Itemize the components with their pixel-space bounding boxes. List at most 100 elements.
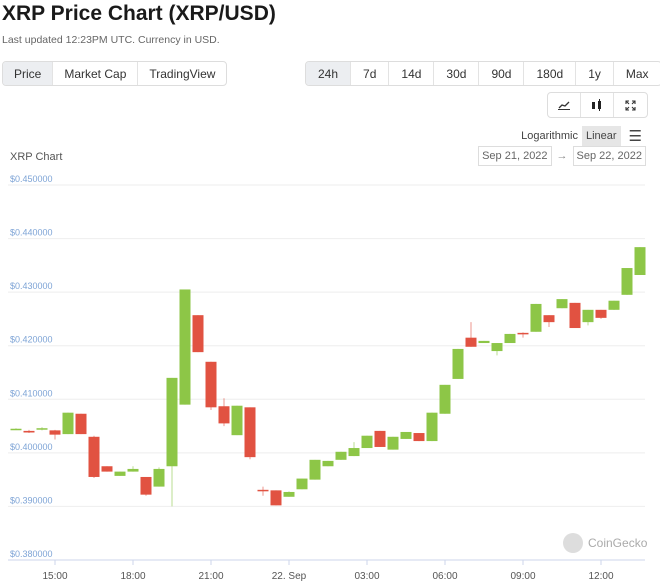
candle-body [569,302,581,329]
candle-body [530,303,542,332]
logarithmic-button[interactable]: Logarithmic [521,130,578,142]
candle-body [439,384,451,414]
x-tick-label: 09:00 [510,571,535,582]
chart-label: XRP Chart [10,151,63,163]
date-from-input[interactable]: Sep 21, 2022 [478,146,552,166]
y-tick-label: $0.380000 [10,549,53,559]
line-chart-button[interactable] [548,93,581,117]
candle-body [595,309,607,318]
range-14d[interactable]: 14d [389,62,435,85]
candle-body [504,333,516,344]
candle-body [387,436,399,450]
candle-body [309,459,321,480]
candle-body [205,361,217,408]
range-90d[interactable]: 90d [479,62,525,85]
tab-market-cap[interactable]: Market Cap [53,62,139,85]
candlestick-icon [592,99,601,111]
y-tick-label: $0.450000 [10,174,53,184]
range-1y[interactable]: 1y [576,62,614,85]
candle-body [465,337,477,347]
candle-body [413,433,425,442]
candle-body [478,340,490,344]
candle-body [140,476,152,495]
candle-body [348,448,360,457]
candle-body [75,413,87,435]
candlestick-button[interactable] [581,93,614,117]
candle-body [491,343,503,352]
x-tick-label: 03:00 [354,571,379,582]
candle-body [153,468,165,487]
candle-body [322,460,334,467]
last-updated-text: Last updated 12:23PM UTC. Currency in US… [2,34,220,46]
y-tick-label: $0.390000 [10,495,53,505]
fullscreen-button[interactable] [614,93,647,117]
candle-body [23,430,35,433]
coingecko-watermark: CoinGecko [563,533,648,553]
candlestick-chart: $0.380000 $0.390000 $0.400000 $0.410000 $0.4… [8,174,648,582]
linear-button[interactable]: Linear [581,126,621,146]
candle-body [62,412,74,435]
view-tabs: Price Market Cap TradingView [2,61,228,86]
x-tick-label: 12:00 [588,571,613,582]
candle-body [335,451,347,460]
range-max[interactable]: Max [625,66,649,81]
candle-body [452,348,464,379]
range-30d[interactable]: 30d [434,62,480,85]
y-tick-label: $0.430000 [10,281,53,291]
coingecko-logo-icon [563,533,583,553]
candle-body [400,431,412,439]
candle-body [88,436,100,477]
candle-body [166,377,178,467]
y-tick-label: $0.410000 [10,388,53,398]
range-24h[interactable]: 24h [306,62,352,85]
candle-body [361,435,373,449]
watermark-text: CoinGecko [588,536,648,550]
candle-body [192,315,204,353]
candle-body [10,428,22,431]
candle-body [218,406,230,424]
tab-price[interactable]: Price [3,62,54,85]
chart-type-tools [547,92,648,118]
candle-body [49,430,61,435]
candle-body [426,412,438,442]
candle-body [634,247,646,275]
candle-body [244,407,256,458]
hamburger-menu-icon[interactable]: ☰ [628,128,642,145]
candle-body [374,430,386,447]
candle-body [101,466,113,472]
candle-body [257,489,269,492]
candle-body [36,428,48,430]
candle-body [296,478,308,490]
candle-body [270,490,282,506]
range-7d[interactable]: 7d [351,62,390,85]
x-tick-label: 18:00 [120,571,145,582]
candle-body [556,299,568,309]
candle-body [582,309,594,323]
candle-body [621,268,633,295]
line-chart-icon [558,101,570,110]
range-180d[interactable]: 180d [524,62,577,85]
tab-tradingview[interactable]: TradingView [149,66,216,81]
candle-body [283,491,295,497]
x-tick-label: 06:00 [432,571,457,582]
x-tick-label: 22. Sep [272,571,307,582]
candle-body [179,289,191,405]
candle-body [127,468,139,472]
page-title: XRP Price Chart (XRP/USD) [2,2,276,25]
candle-body [231,405,243,436]
date-range: Sep 21, 2022 → Sep 22, 2022 [478,146,646,166]
y-tick-label: $0.400000 [10,442,53,452]
candle-body [517,332,529,335]
candle-body [543,315,555,323]
range-tabs: 24h 7d 14d 30d 90d 180d 1y Max [305,61,660,86]
x-tick-label: 15:00 [42,571,67,582]
candle-body [608,300,620,310]
date-to-input[interactable]: Sep 22, 2022 [572,146,646,166]
y-tick-label: $0.440000 [10,228,53,238]
scale-toggle: Logarithmic Linear ☰ [517,123,646,149]
candle-body [114,471,126,476]
y-tick-label: $0.420000 [10,335,53,345]
date-range-arrow: → [556,150,568,162]
x-tick-label: 21:00 [198,571,223,582]
fullscreen-icon [625,99,636,111]
